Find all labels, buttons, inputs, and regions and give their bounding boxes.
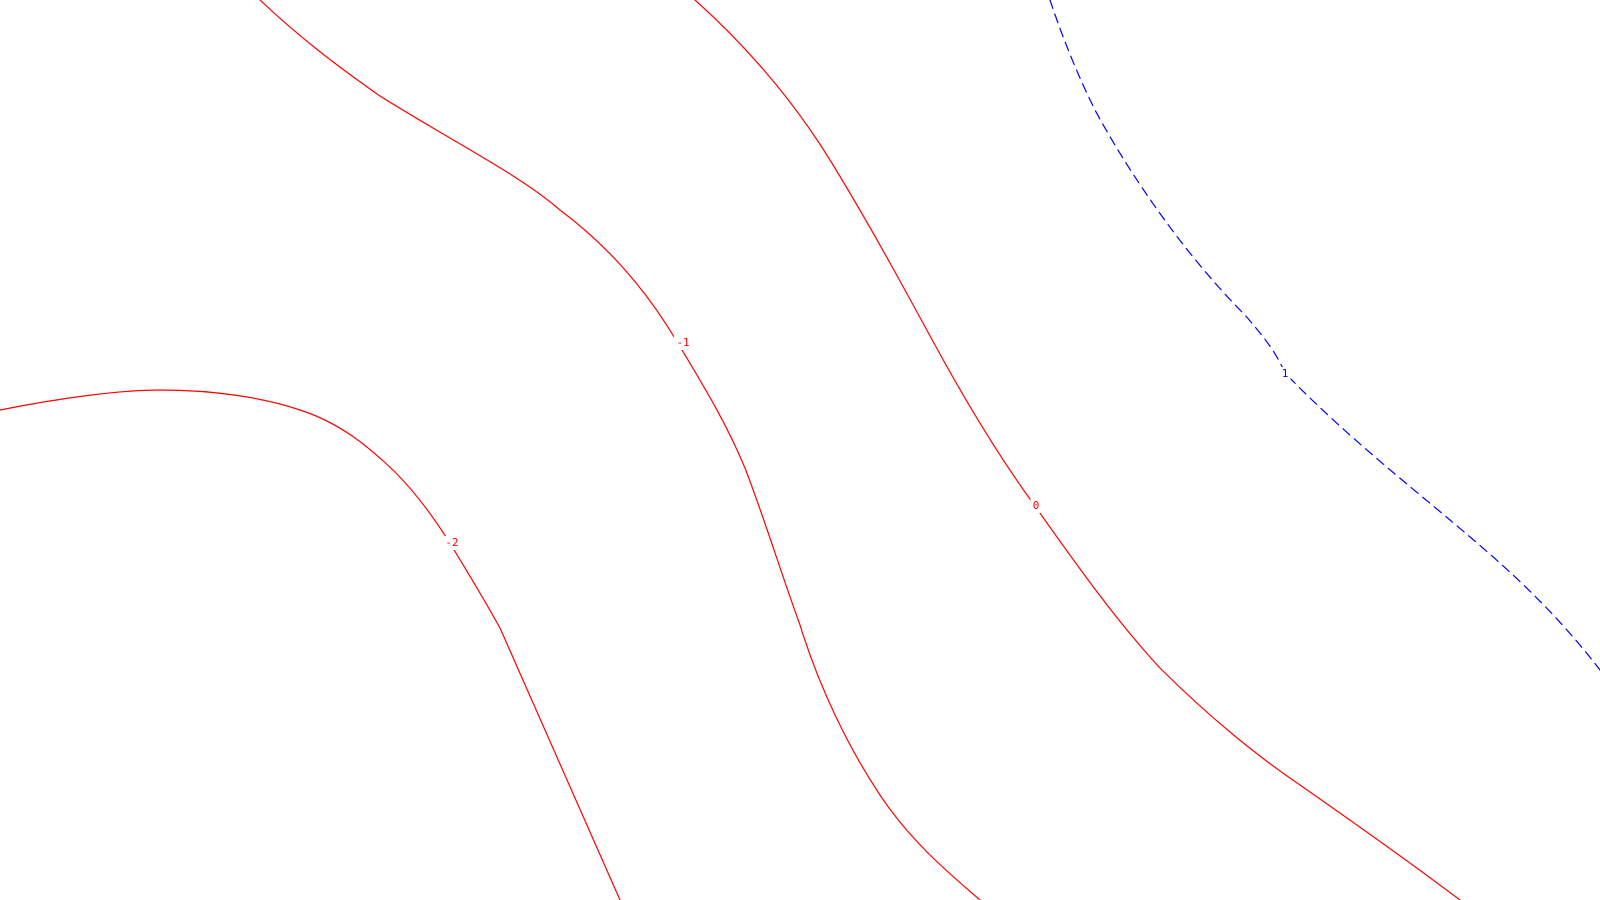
contour-line-zero (694, 0, 1461, 900)
contour-label-pos1: 1 (1282, 367, 1289, 380)
contour-line-neg1 (259, 0, 981, 900)
contour-labels: -2 -1 0 1 (443, 336, 1291, 550)
contour-label-background-neg1 (674, 336, 692, 350)
contour-label-background-neg2 (443, 536, 461, 550)
contour-label-zero: 0 (1033, 499, 1040, 512)
contour-label-neg1: -1 (676, 336, 689, 349)
contour-label-background-pos1 (1279, 367, 1291, 381)
contour-label-background-zero (1030, 499, 1042, 513)
contour-label-neg2: -2 (445, 536, 458, 549)
contour-line-neg2 (0, 389, 621, 900)
contour-line-pos1 (1049, 0, 1600, 671)
